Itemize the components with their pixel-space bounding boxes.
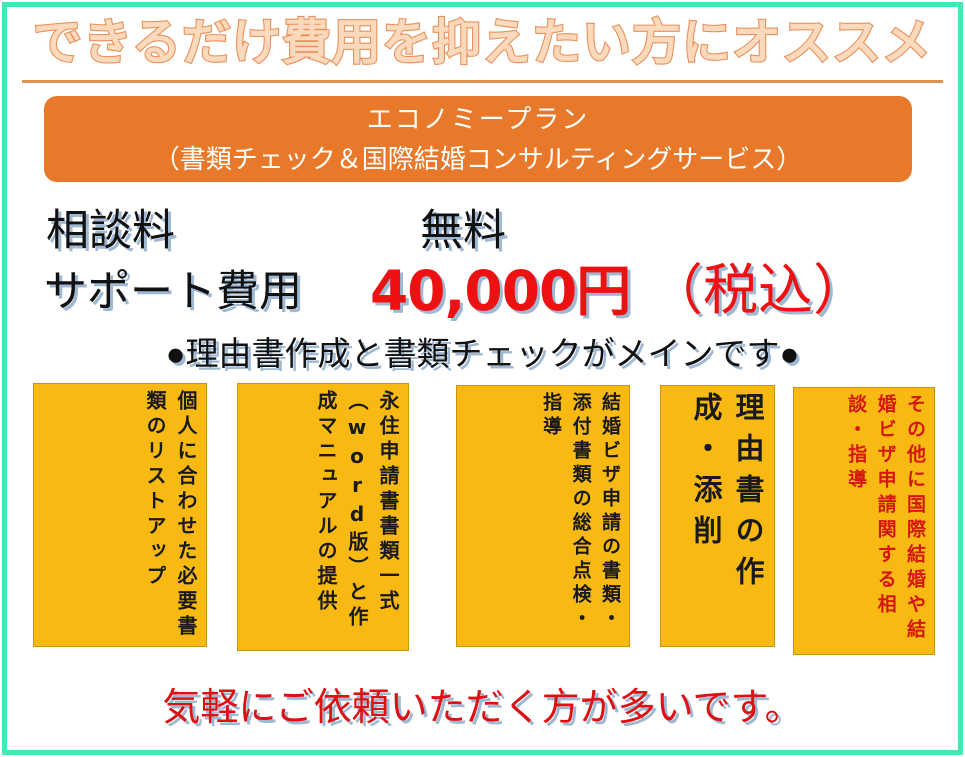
support-fee-price: 40,000円 [370,259,631,323]
main-service-note: ●理由書作成と書類チェックがメインです● [165,337,800,373]
support-fee-tax-note: （税込） [648,260,869,321]
plan-banner: エコノミープラン （書類チェック＆国際結婚コンサルティングサービス） [44,96,912,182]
feature-box-text: 理由書の作成・添削 [688,392,765,597]
consultation-fee-row: 相談料 無料 [0,204,965,262]
plan-subtitle: （書類チェック＆国際結婚コンサルティングサービス） [153,145,803,174]
consultation-fee-label: 相談料 [46,208,175,255]
consultation-fee-value: 無料 [420,208,506,255]
support-fee-label: サポート費用 [44,269,302,316]
feature-box-text: 永住申請書書類一式（word版）と作成マニュアルの提供 [314,390,400,631]
feature-box-other-consulting: その他に国際結婚や結婚ビザ申請関する相談・指導 [793,387,935,655]
feature-box-document-list: 個人に合わせた必要書類のリストアップ [33,383,207,647]
feature-box-document-inspection: 結婚ビザ申請の書類・添付書類の総合点検・指導 [456,385,630,647]
feature-box-application-forms: 永住申請書書類一式（word版）と作成マニュアルの提供 [237,383,409,651]
feature-box-text: その他に国際結婚や結婚ビザ申請関する相談・指導 [845,394,926,644]
plan-name: エコノミープラン [366,105,590,134]
feature-box-group: 個人に合わせた必要書類のリストアップ 永住申請書書類一式（word版）と作成マニ… [0,383,965,655]
feature-box-reason-statement: 理由書の作成・添削 [660,385,775,647]
support-fee-row: サポート費用 40,000円 （税込） [0,259,965,328]
footer-text: 気軽にご依頼いただく方が多いです。 [162,687,803,729]
feature-box-text: 結婚ビザ申請の書類・添付書類の総合点検・指導 [540,392,621,632]
headline-underline [22,80,943,83]
feature-box-text: 個人に合わせた必要書類のリストアップ [143,390,198,640]
headline-text: できるだけ費用を抑えたい方にオススメ [32,14,933,71]
